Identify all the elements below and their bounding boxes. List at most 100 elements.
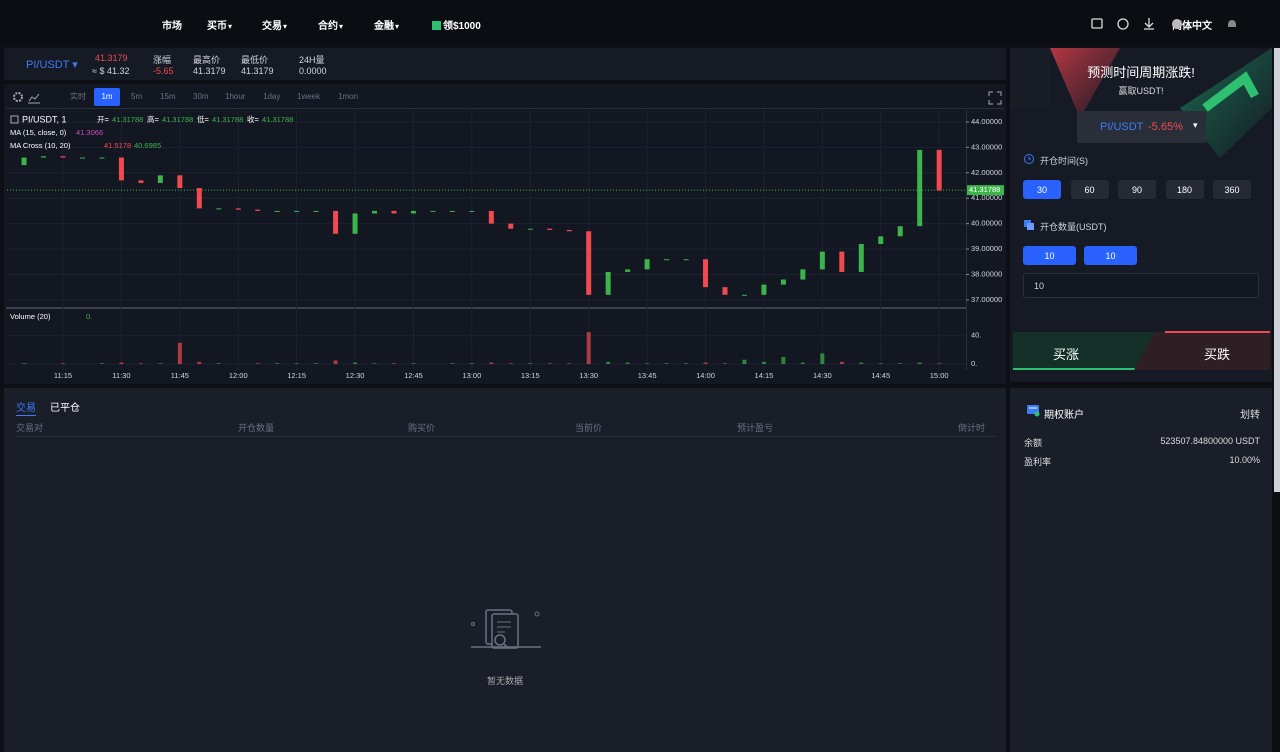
nav-item[interactable]: 交易▾ bbox=[262, 17, 287, 32]
gift-icon bbox=[432, 21, 441, 30]
order-tab[interactable]: 交易 bbox=[16, 399, 36, 416]
volume-bar bbox=[138, 363, 143, 364]
volume-bar bbox=[177, 342, 182, 364]
pair-select[interactable]: PI/USDT ▾ bbox=[26, 59, 78, 71]
x-tick-label: 14:30 bbox=[813, 371, 832, 380]
candle-body bbox=[605, 271, 611, 295]
interval[interactable]: 实时 bbox=[70, 91, 86, 101]
ticker-bar: PI/USDT ▾ 41.3179 ≈ $ 41.32 涨幅 -5.65 最高价 41… bbox=[4, 48, 1006, 80]
x-tick-label: 13:00 bbox=[462, 371, 481, 380]
divider bbox=[16, 436, 996, 437]
language[interactable]: 简体中文 bbox=[1172, 21, 1212, 32]
y-tick-label: 39.00000 bbox=[971, 244, 1002, 253]
chart-title: PI/USDT, 1 bbox=[22, 114, 67, 124]
volume-bar bbox=[275, 363, 280, 364]
fullscreen-icon[interactable] bbox=[988, 91, 1002, 105]
y-tick-label: 44.00000 bbox=[971, 117, 1002, 126]
candle-body bbox=[586, 231, 592, 295]
volume-bar bbox=[645, 363, 650, 364]
interval[interactable]: 1m bbox=[101, 92, 112, 101]
nav-item[interactable]: 买币▾ bbox=[207, 17, 232, 32]
stat-value: -5.65 bbox=[153, 66, 174, 76]
duration-button[interactable]: 360 bbox=[1213, 180, 1251, 199]
nav-item[interactable]: 金融▾ bbox=[374, 17, 399, 32]
pair: PI/USDT bbox=[26, 59, 70, 71]
caret: ▾ bbox=[1193, 120, 1198, 130]
column-header: 开仓数量 bbox=[238, 423, 275, 433]
stat-value: 41.3179 bbox=[193, 66, 226, 76]
candle-body bbox=[177, 175, 183, 189]
order-tab[interactable]: 已平仓 bbox=[50, 403, 80, 414]
volume-bar bbox=[197, 361, 202, 364]
candle-body bbox=[294, 210, 300, 212]
x-tick-label: 14:45 bbox=[871, 371, 890, 380]
interval[interactable]: 1day bbox=[263, 92, 280, 101]
candle-body bbox=[547, 228, 553, 230]
nav-item-label: 合约 bbox=[318, 21, 338, 32]
ohlc-label: 开= bbox=[97, 115, 109, 124]
nav-item-label: 市场 bbox=[162, 21, 182, 32]
amount-button[interactable]: 10 bbox=[1023, 246, 1076, 265]
volume-bar bbox=[372, 363, 377, 364]
interval[interactable]: 30m bbox=[193, 92, 209, 101]
account-value: 10.00% bbox=[1229, 455, 1260, 465]
volume-title: Volume (20) bbox=[10, 312, 51, 321]
duration-button[interactable]: 30 bbox=[1023, 180, 1061, 199]
candle-body bbox=[664, 259, 670, 261]
volume-bar bbox=[703, 362, 708, 364]
nav-promo[interactable]: 领$1000 bbox=[432, 17, 481, 32]
buy-down-overline bbox=[1165, 331, 1270, 333]
volume-bar bbox=[294, 363, 299, 364]
duration-button[interactable]: 90 bbox=[1118, 180, 1156, 199]
candle-body bbox=[216, 208, 222, 210]
column-header: 当前价 bbox=[575, 423, 603, 433]
duration-button[interactable]: 180 bbox=[1165, 180, 1204, 199]
y-tick-label: 43.00000 bbox=[971, 142, 1002, 151]
buy-up-button[interactable] bbox=[1013, 332, 1157, 370]
candle-body bbox=[683, 259, 689, 261]
top-nav: 简体中文 市场 买币▾ 交易▾ 合约▾ 金融▾ 领$1000 bbox=[0, 0, 1280, 46]
interval[interactable]: 15m bbox=[160, 92, 176, 101]
candle-body bbox=[138, 180, 144, 183]
interval[interactable]: 1hour bbox=[225, 92, 246, 101]
stat-label: 最低价 bbox=[241, 55, 269, 65]
candle-body bbox=[118, 157, 124, 181]
nav-item[interactable]: 市场 bbox=[162, 17, 182, 32]
candle-body bbox=[839, 251, 845, 272]
duration-button[interactable]: 60 bbox=[1070, 180, 1109, 199]
candle-body bbox=[741, 294, 747, 296]
nav-item[interactable]: 合约▾ bbox=[318, 17, 343, 32]
chart: 实时 1m 5m 15m 30m 1hour 1day 1week 1mon 44.00000 43… bbox=[6, 88, 1004, 380]
stat-value: 41.3179 bbox=[241, 66, 274, 76]
volume-bar bbox=[314, 363, 319, 364]
candle-body bbox=[255, 209, 261, 211]
subheadline: 赢取USDT! bbox=[1118, 86, 1164, 96]
nav-item-label: 交易 bbox=[262, 21, 282, 32]
candle-body bbox=[99, 157, 105, 159]
candle-body bbox=[274, 210, 280, 212]
buy-down-button[interactable] bbox=[1134, 332, 1270, 370]
volume-bar bbox=[489, 362, 494, 364]
y-tick-label: 38.00000 bbox=[971, 269, 1002, 278]
interval[interactable]: 1mon bbox=[338, 92, 358, 101]
volume-bar bbox=[255, 363, 260, 364]
volume-bar bbox=[781, 356, 786, 364]
stat-label: 涨幅 bbox=[153, 55, 172, 65]
pair-selector[interactable]: PI/USDT -5.65% ▾ bbox=[1077, 111, 1206, 143]
candle-body bbox=[780, 279, 786, 285]
volume-tick-label: 0. bbox=[971, 359, 977, 368]
volume-bar bbox=[216, 363, 221, 364]
collapse-box bbox=[10, 115, 19, 124]
candle-body bbox=[703, 259, 709, 288]
interval[interactable]: 5m bbox=[131, 92, 142, 101]
indicator-value: 41.3066 bbox=[76, 128, 103, 137]
buy-down: 买跌 bbox=[1204, 347, 1231, 362]
candle-body bbox=[41, 156, 47, 158]
candle-body bbox=[79, 157, 85, 159]
nav-item-label: 买币 bbox=[207, 21, 227, 32]
amount-input[interactable]: 10 bbox=[1023, 273, 1259, 298]
interval[interactable]: 1week bbox=[297, 92, 321, 101]
candle-body bbox=[566, 229, 572, 232]
transfer[interactable]: 划转 bbox=[1240, 410, 1260, 421]
amount-button[interactable]: 10 bbox=[1084, 246, 1137, 265]
